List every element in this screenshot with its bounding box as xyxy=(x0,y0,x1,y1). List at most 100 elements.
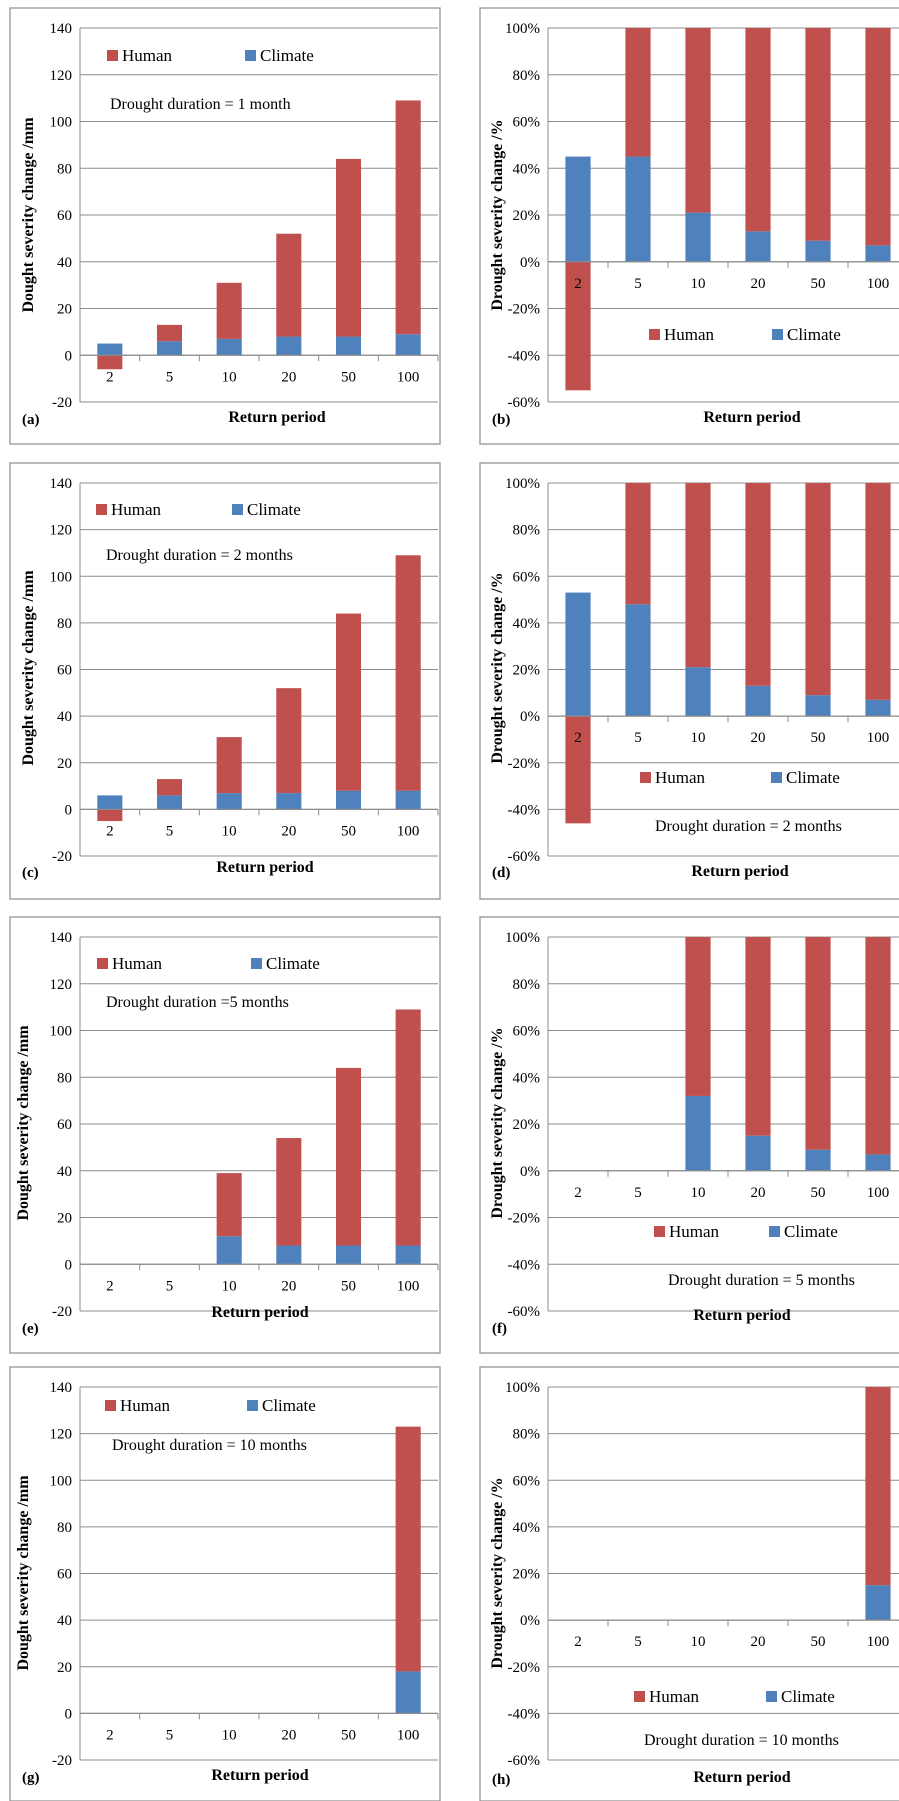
legend-swatch-climate xyxy=(766,1691,777,1702)
bar-climate xyxy=(865,1585,891,1621)
legend-label-human: Human xyxy=(669,1222,720,1241)
legend-swatch-human xyxy=(649,329,660,340)
chart-panel-5: -20 0 20 40 60 80 100 120 140 2 5 10 20 50 100 Human Cli… xyxy=(9,916,441,1354)
legend-swatch-climate xyxy=(772,329,783,340)
y-tick-label: -40% xyxy=(508,1706,541,1722)
x-tick-label: 50 xyxy=(341,1727,356,1743)
bar-climate xyxy=(565,156,591,262)
legend-swatch-human xyxy=(107,50,118,61)
bar-human xyxy=(685,483,711,668)
y-tick-label: 120 xyxy=(50,523,73,539)
y-tick-label: 20 xyxy=(57,756,72,772)
y-axis-title: Dought severity change /mm xyxy=(20,117,37,313)
chart-panel-1: -20 0 20 40 60 80 100 120 140 2 5 10 20 50 100 Human Cli… xyxy=(9,7,441,445)
x-tick-label: 20 xyxy=(751,1185,766,1201)
y-tick-label: 0% xyxy=(520,255,540,271)
y-tick-label: 120 xyxy=(50,977,73,993)
y-tick-label: -40% xyxy=(508,1257,541,1273)
y-tick-label: 100 xyxy=(50,1473,73,1489)
x-tick-label: 5 xyxy=(634,1634,642,1650)
duration-annotation: Drought duration = 1 month xyxy=(110,96,291,113)
legend-label-human: Human xyxy=(649,1687,700,1706)
x-tick-label: 10 xyxy=(691,276,706,292)
bar-climate xyxy=(865,245,891,262)
bar-human xyxy=(805,937,831,1150)
y-tick-label: -40% xyxy=(508,802,541,818)
y-tick-label: 100% xyxy=(505,930,540,946)
legend-label-climate: Climate xyxy=(781,1687,835,1706)
bar-climate xyxy=(335,336,362,356)
duration-annotation: Drought duration = 2 months xyxy=(106,547,293,564)
y-tick-label: -20% xyxy=(508,302,541,318)
chart-panel-7: -20 0 20 40 60 80 100 120 140 2 5 10 20 50 100 Human Cli… xyxy=(9,1366,441,1801)
y-tick-label: 20 xyxy=(57,302,72,318)
y-tick-label: -20 xyxy=(52,395,72,411)
legend-label-climate: Climate xyxy=(247,500,301,519)
bar-human xyxy=(865,483,891,700)
x-tick-label: 10 xyxy=(691,1185,706,1201)
legend-swatch-climate xyxy=(771,772,782,783)
bar-human xyxy=(685,937,711,1096)
legend-label-climate: Climate xyxy=(786,768,840,787)
panel-frame xyxy=(9,7,441,445)
panel-label: (g) xyxy=(22,1770,40,1786)
bar-human xyxy=(625,483,651,605)
x-axis-title: Return period xyxy=(216,859,313,876)
bar-human xyxy=(276,233,302,337)
y-tick-label: -20% xyxy=(508,1660,541,1676)
x-tick-label: 100 xyxy=(397,1727,420,1743)
y-axis-title: Drought severity change /% xyxy=(489,119,506,310)
y-tick-label: 100% xyxy=(505,1380,540,1396)
x-tick-label: 2 xyxy=(574,1185,582,1201)
x-tick-label: 10 xyxy=(222,823,237,839)
bar-human xyxy=(276,1138,302,1246)
legend: Human Climate xyxy=(105,1396,316,1415)
panel-label: (e) xyxy=(22,1321,39,1337)
x-tick-label: 2 xyxy=(574,1634,582,1650)
x-tick-label: 20 xyxy=(281,369,296,385)
y-tick-label: 140 xyxy=(50,21,73,37)
x-axis-title: Return period xyxy=(211,1304,308,1321)
x-tick-label: 20 xyxy=(751,1634,766,1650)
legend-label-climate: Climate xyxy=(266,954,320,973)
bar-climate xyxy=(216,338,242,356)
bar-climate xyxy=(565,592,591,717)
x-tick-label: 20 xyxy=(281,1727,296,1743)
x-tick-label: 100 xyxy=(867,1185,890,1201)
y-tick-label: 20% xyxy=(513,663,541,679)
bar-climate xyxy=(216,1236,242,1265)
y-tick-label: 80 xyxy=(57,1520,72,1536)
x-tick-label: 2 xyxy=(574,276,582,292)
x-tick-label: 50 xyxy=(341,1278,356,1294)
bar-human xyxy=(805,28,831,241)
y-tick-label: 80% xyxy=(513,1427,541,1443)
y-axis-title: Drought severity change /% xyxy=(489,1477,506,1668)
legend-label-climate: Climate xyxy=(262,1396,316,1415)
bar-human xyxy=(395,100,421,335)
legend-swatch-human xyxy=(96,504,107,515)
y-tick-label: 80% xyxy=(513,68,541,84)
y-axis-title: Drought severity change /% xyxy=(489,572,506,763)
bar-human xyxy=(565,716,591,824)
y-tick-label: 60% xyxy=(513,569,541,585)
legend-label-climate: Climate xyxy=(260,46,314,65)
y-tick-label: 40 xyxy=(57,709,72,725)
bar-human xyxy=(865,1387,891,1586)
bar-climate xyxy=(156,795,183,810)
panel-frame xyxy=(9,1366,441,1801)
duration-annotation: Drought duration = 5 months xyxy=(668,1272,855,1289)
y-tick-label: 0 xyxy=(65,1257,73,1273)
x-tick-label: 100 xyxy=(867,276,890,292)
legend-swatch-climate xyxy=(251,958,262,969)
x-axis-title: Return period xyxy=(703,409,800,426)
panel-label: (h) xyxy=(492,1772,510,1788)
y-tick-label: 0 xyxy=(65,802,73,818)
x-axis-title: Return period xyxy=(691,863,788,880)
legend-label-human: Human xyxy=(111,500,162,519)
legend: Human Climate xyxy=(107,46,314,65)
y-tick-label: 0 xyxy=(65,348,73,364)
panel-frame xyxy=(9,462,441,900)
y-tick-label: 100 xyxy=(50,1024,73,1040)
bar-human xyxy=(216,282,242,339)
